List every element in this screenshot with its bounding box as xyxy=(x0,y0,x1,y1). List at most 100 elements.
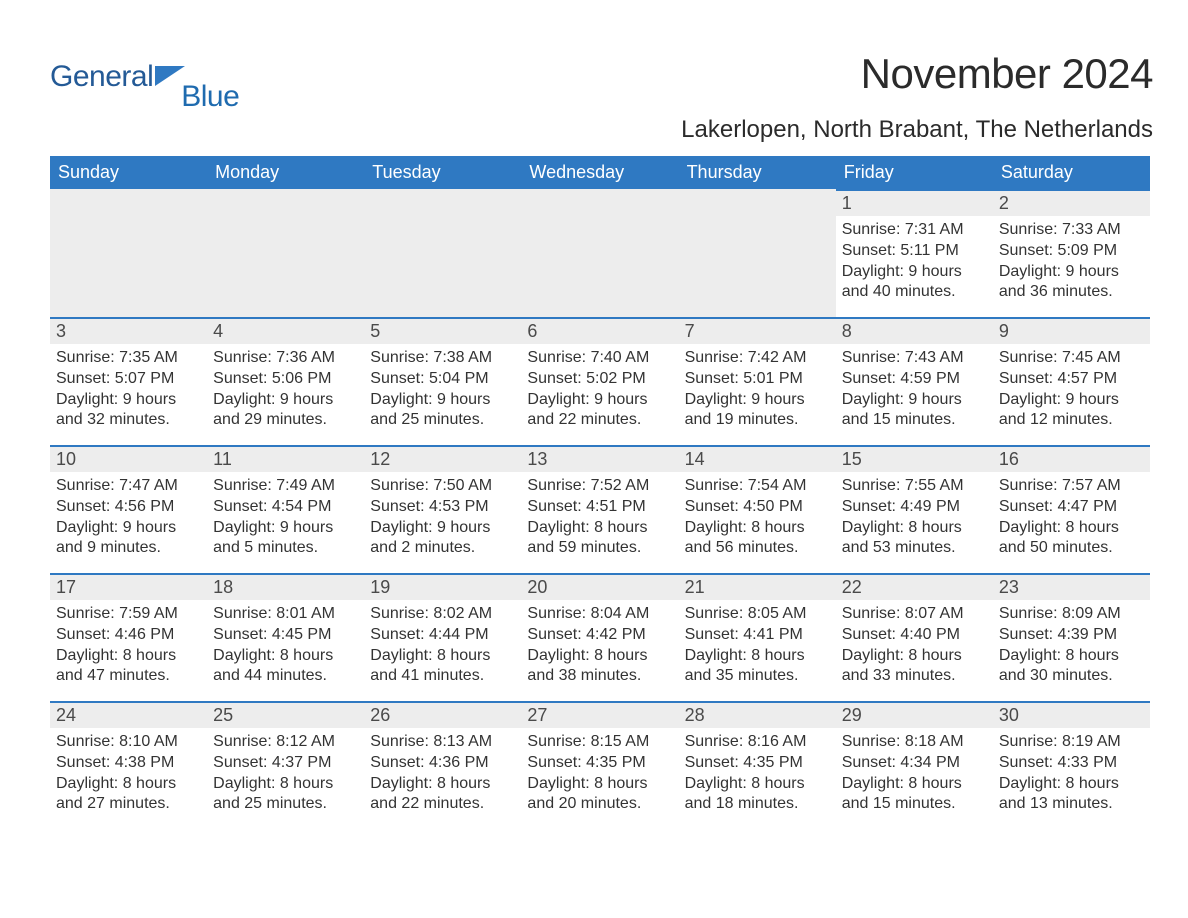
day-details: Sunrise: 8:01 AMSunset: 4:45 PMDaylight:… xyxy=(207,600,364,687)
daylight-line-1: Daylight: 9 hours xyxy=(213,518,358,539)
daylight-line-2: and 56 minutes. xyxy=(685,538,830,559)
day-details: Sunrise: 7:47 AMSunset: 4:56 PMDaylight:… xyxy=(50,472,207,559)
weekday-header: Tuesday xyxy=(364,156,521,189)
day-number: 25 xyxy=(207,703,364,728)
daylight-line-1: Daylight: 8 hours xyxy=(999,518,1144,539)
weekday-header: Thursday xyxy=(679,156,836,189)
daylight-line-1: Daylight: 9 hours xyxy=(999,262,1144,283)
day-number: 20 xyxy=(521,575,678,600)
sunrise-line: Sunrise: 7:59 AM xyxy=(56,604,201,625)
day-cell: 15Sunrise: 7:55 AMSunset: 4:49 PMDayligh… xyxy=(836,445,993,559)
sunrise-line: Sunrise: 7:42 AM xyxy=(685,348,830,369)
day-details: Sunrise: 8:04 AMSunset: 4:42 PMDaylight:… xyxy=(521,600,678,687)
logo: General Blue xyxy=(50,50,241,94)
day-number: 12 xyxy=(364,447,521,472)
day-details: Sunrise: 7:50 AMSunset: 4:53 PMDaylight:… xyxy=(364,472,521,559)
day-cell: 4Sunrise: 7:36 AMSunset: 5:06 PMDaylight… xyxy=(207,317,364,431)
day-cell: 14Sunrise: 7:54 AMSunset: 4:50 PMDayligh… xyxy=(679,445,836,559)
day-cell: 10Sunrise: 7:47 AMSunset: 4:56 PMDayligh… xyxy=(50,445,207,559)
day-details: Sunrise: 7:45 AMSunset: 4:57 PMDaylight:… xyxy=(993,344,1150,431)
day-details: Sunrise: 8:15 AMSunset: 4:35 PMDaylight:… xyxy=(521,728,678,815)
daylight-line-2: and 15 minutes. xyxy=(842,410,987,431)
sunset-line: Sunset: 4:37 PM xyxy=(213,753,358,774)
day-details: Sunrise: 7:42 AMSunset: 5:01 PMDaylight:… xyxy=(679,344,836,431)
day-cell: 26Sunrise: 8:13 AMSunset: 4:36 PMDayligh… xyxy=(364,701,521,815)
daylight-line-1: Daylight: 8 hours xyxy=(999,646,1144,667)
sunrise-line: Sunrise: 8:15 AM xyxy=(527,732,672,753)
daylight-line-2: and 15 minutes. xyxy=(842,794,987,815)
day-details: Sunrise: 7:57 AMSunset: 4:47 PMDaylight:… xyxy=(993,472,1150,559)
day-number: 2 xyxy=(993,191,1150,216)
sunrise-line: Sunrise: 7:50 AM xyxy=(370,476,515,497)
calendar-header-row: SundayMondayTuesdayWednesdayThursdayFrid… xyxy=(50,156,1150,189)
daylight-line-2: and 41 minutes. xyxy=(370,666,515,687)
day-details: Sunrise: 8:02 AMSunset: 4:44 PMDaylight:… xyxy=(364,600,521,687)
title-block: November 2024 Lakerlopen, North Brabant,… xyxy=(681,50,1153,144)
daylight-line-2: and 40 minutes. xyxy=(842,282,987,303)
day-cell: 8Sunrise: 7:43 AMSunset: 4:59 PMDaylight… xyxy=(836,317,993,431)
calendar-cell: 24Sunrise: 8:10 AMSunset: 4:38 PMDayligh… xyxy=(50,701,207,829)
logo-word-blue: Blue xyxy=(181,80,239,114)
sunrise-line: Sunrise: 7:57 AM xyxy=(999,476,1144,497)
day-details: Sunrise: 7:52 AMSunset: 4:51 PMDaylight:… xyxy=(521,472,678,559)
day-cell: 19Sunrise: 8:02 AMSunset: 4:44 PMDayligh… xyxy=(364,573,521,687)
day-details: Sunrise: 8:05 AMSunset: 4:41 PMDaylight:… xyxy=(679,600,836,687)
daylight-line-1: Daylight: 9 hours xyxy=(999,390,1144,411)
daylight-line-1: Daylight: 8 hours xyxy=(842,774,987,795)
calendar-cell xyxy=(364,189,521,317)
sunset-line: Sunset: 5:11 PM xyxy=(842,241,987,262)
calendar-cell xyxy=(50,189,207,317)
sunset-line: Sunset: 4:36 PM xyxy=(370,753,515,774)
sunset-line: Sunset: 4:56 PM xyxy=(56,497,201,518)
daylight-line-1: Daylight: 9 hours xyxy=(370,390,515,411)
day-number: 15 xyxy=(836,447,993,472)
day-cell: 24Sunrise: 8:10 AMSunset: 4:38 PMDayligh… xyxy=(50,701,207,815)
calendar-cell: 11 Sunrise: 7:49 AMSunset: 4:54 PMDayligh… xyxy=(207,445,364,573)
sunrise-line: Sunrise: 7:36 AM xyxy=(213,348,358,369)
sunset-line: Sunset: 4:47 PM xyxy=(999,497,1144,518)
daylight-line-2: and 12 minutes. xyxy=(999,410,1144,431)
daylight-line-1: Daylight: 9 hours xyxy=(842,262,987,283)
weekday-header: Saturday xyxy=(993,156,1150,189)
sunrise-line: Sunrise: 8:05 AM xyxy=(685,604,830,625)
logo-word-general: General xyxy=(50,60,153,94)
day-cell: 12Sunrise: 7:50 AMSunset: 4:53 PMDayligh… xyxy=(364,445,521,559)
calendar-body: 1Sunrise: 7:31 AMSunset: 5:11 PMDaylight… xyxy=(50,189,1150,829)
sunrise-line: Sunrise: 7:49 AM xyxy=(213,476,358,497)
day-details: Sunrise: 7:55 AMSunset: 4:49 PMDaylight:… xyxy=(836,472,993,559)
day-number: 21 xyxy=(679,575,836,600)
daylight-line-1: Daylight: 8 hours xyxy=(213,774,358,795)
daylight-line-1: Daylight: 8 hours xyxy=(56,774,201,795)
sunset-line: Sunset: 4:54 PM xyxy=(213,497,358,518)
daylight-line-2: and 22 minutes. xyxy=(370,794,515,815)
daylight-line-2: and 22 minutes. xyxy=(527,410,672,431)
day-number: 29 xyxy=(836,703,993,728)
calendar-cell xyxy=(521,189,678,317)
day-number: 27 xyxy=(521,703,678,728)
day-number: 11 xyxy=(207,447,364,472)
sunrise-line: Sunrise: 8:16 AM xyxy=(685,732,830,753)
sunrise-line: Sunrise: 7:45 AM xyxy=(999,348,1144,369)
day-details: Sunrise: 8:07 AMSunset: 4:40 PMDaylight:… xyxy=(836,600,993,687)
weekday-header: Sunday xyxy=(50,156,207,189)
day-details: Sunrise: 7:31 AMSunset: 5:11 PMDaylight:… xyxy=(836,216,993,303)
day-number: 9 xyxy=(993,319,1150,344)
calendar-cell: 14Sunrise: 7:54 AMSunset: 4:50 PMDayligh… xyxy=(679,445,836,573)
sunrise-line: Sunrise: 8:12 AM xyxy=(213,732,358,753)
calendar-cell: 2Sunrise: 7:33 AMSunset: 5:09 PMDaylight… xyxy=(993,189,1150,317)
day-details: Sunrise: 7:43 AMSunset: 4:59 PMDaylight:… xyxy=(836,344,993,431)
sunrise-line: Sunrise: 8:02 AM xyxy=(370,604,515,625)
calendar-cell: 9Sunrise: 7:45 AMSunset: 4:57 PMDaylight… xyxy=(993,317,1150,445)
daylight-line-1: Daylight: 8 hours xyxy=(527,774,672,795)
day-cell: 6Sunrise: 7:40 AMSunset: 5:02 PMDaylight… xyxy=(521,317,678,431)
sunset-line: Sunset: 5:07 PM xyxy=(56,369,201,390)
daylight-line-2: and 18 minutes. xyxy=(685,794,830,815)
sunset-line: Sunset: 4:38 PM xyxy=(56,753,201,774)
daylight-line-2: and 35 minutes. xyxy=(685,666,830,687)
calendar-cell: 12Sunrise: 7:50 AMSunset: 4:53 PMDayligh… xyxy=(364,445,521,573)
day-number: 23 xyxy=(993,575,1150,600)
calendar-cell: 15Sunrise: 7:55 AMSunset: 4:49 PMDayligh… xyxy=(836,445,993,573)
calendar-table: SundayMondayTuesdayWednesdayThursdayFrid… xyxy=(50,156,1150,829)
sunset-line: Sunset: 4:41 PM xyxy=(685,625,830,646)
sunrise-line: Sunrise: 8:19 AM xyxy=(999,732,1144,753)
